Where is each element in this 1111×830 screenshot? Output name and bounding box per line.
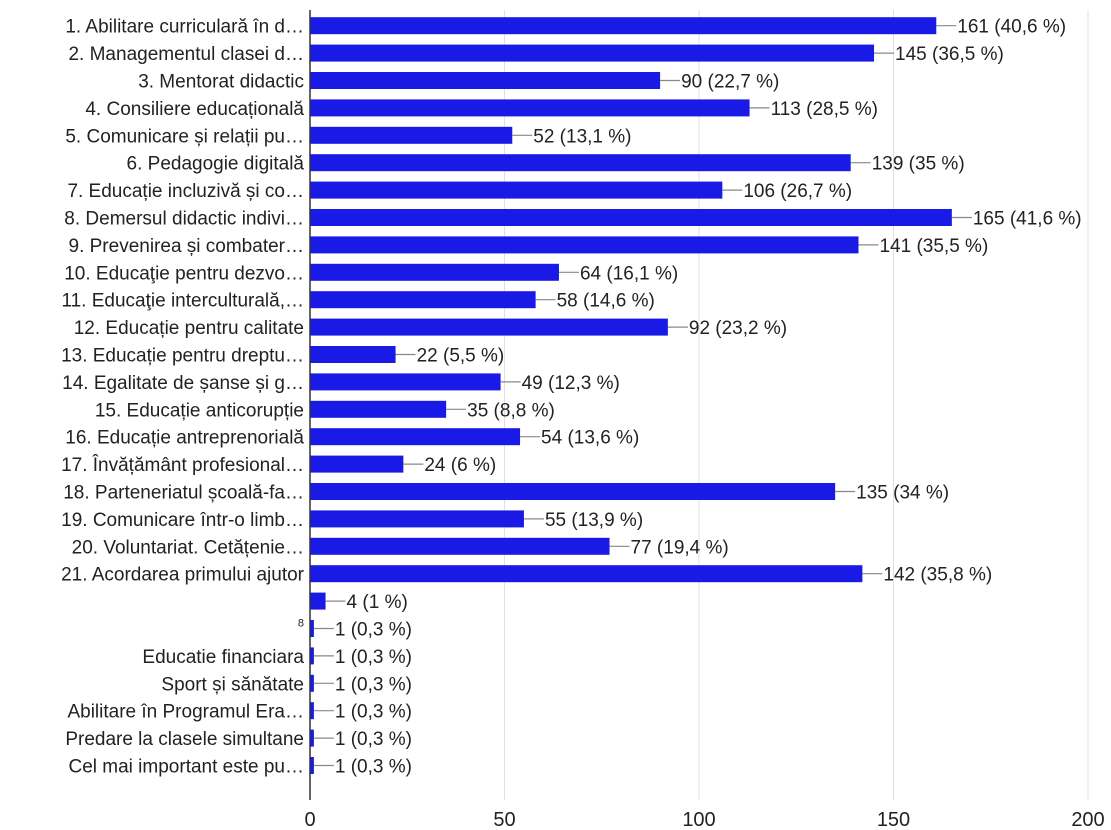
data-label: 49 (12,3 %) bbox=[522, 373, 620, 394]
data-label: 142 (35,8 %) bbox=[883, 565, 992, 586]
category-label: 16. Educație antreprenorială bbox=[65, 428, 304, 449]
bar bbox=[310, 565, 863, 583]
category-label: 5. Comunicare și relații pu… bbox=[65, 126, 304, 147]
data-label: 90 (22,7 %) bbox=[681, 72, 779, 93]
bar bbox=[310, 729, 314, 747]
bar bbox=[310, 455, 404, 473]
bar bbox=[310, 428, 521, 446]
category-label: 17. Învățământ profesional… bbox=[61, 454, 304, 476]
data-label: 113 (28,5 %) bbox=[771, 99, 878, 120]
bar bbox=[310, 510, 524, 528]
bar bbox=[310, 181, 723, 199]
data-label: 1 (0,3 %) bbox=[335, 674, 412, 695]
data-label: 139 (35 %) bbox=[872, 154, 965, 175]
bar bbox=[310, 647, 314, 665]
category-label: 19. Comunicare într-o limb… bbox=[61, 510, 304, 531]
bar bbox=[310, 400, 447, 418]
category-label: 13. Educație pentru dreptu… bbox=[61, 346, 304, 367]
category-label: 1. Abilitare curriculară în d… bbox=[65, 17, 304, 38]
bar bbox=[310, 44, 875, 62]
bar bbox=[310, 126, 513, 144]
bar bbox=[310, 291, 536, 309]
data-label: 52 (13,1 %) bbox=[533, 126, 631, 147]
bar bbox=[310, 757, 314, 774]
bar bbox=[310, 263, 559, 281]
data-label: 24 (6 %) bbox=[424, 455, 496, 476]
category-label: 3. Mentorat didactic bbox=[138, 72, 304, 93]
data-label: 22 (5,5 %) bbox=[417, 346, 505, 367]
bar bbox=[310, 236, 859, 254]
category-label: 6. Pedagogie digitală bbox=[127, 154, 305, 175]
bar bbox=[310, 318, 668, 336]
category-label: 15. Educație anticorupție bbox=[95, 400, 304, 421]
bar bbox=[310, 154, 851, 172]
data-label: 1 (0,3 %) bbox=[335, 757, 412, 778]
data-label: 165 (41,6 %) bbox=[973, 209, 1082, 230]
data-label: 1 (0,3 %) bbox=[335, 702, 412, 723]
data-label: 35 (8,8 %) bbox=[467, 400, 555, 421]
data-label: 77 (19,4 %) bbox=[631, 537, 729, 558]
category-label: 8 bbox=[298, 618, 304, 630]
data-label: 4 (1 %) bbox=[347, 592, 408, 613]
bar bbox=[310, 209, 952, 226]
bar bbox=[310, 346, 396, 363]
category-label: 9. Prevenirea și combater… bbox=[69, 236, 305, 257]
x-tick-label: 100 bbox=[682, 809, 715, 830]
category-label: 11. Educaţie interculturală,… bbox=[61, 291, 304, 312]
category-label: 7. Educație incluzivă și co… bbox=[67, 181, 304, 202]
bar bbox=[310, 620, 314, 637]
grid-layer bbox=[504, 10, 1089, 800]
category-label: Abilitare în Programul Era… bbox=[67, 702, 304, 723]
data-label: 1 (0,3 %) bbox=[335, 647, 412, 668]
bar bbox=[310, 674, 314, 692]
tick-layer: 0 50 100 150 200 bbox=[304, 10, 1105, 830]
category-label: Educatie financiara bbox=[142, 647, 304, 668]
data-label: 106 (26,7 %) bbox=[743, 181, 852, 202]
category-label: Cel mai important este pu… bbox=[69, 757, 305, 778]
category-label: 21. Acordarea primului ajutor bbox=[61, 565, 305, 586]
bar bbox=[310, 99, 750, 117]
bar bbox=[310, 592, 326, 610]
category-label: 20. Voluntariat. Cetățenie… bbox=[72, 537, 304, 558]
category-label: 8. Demersul didactic indivi… bbox=[64, 209, 304, 230]
data-label: 145 (36,5 %) bbox=[895, 44, 1004, 65]
category-label: 10. Educaţie pentru dezvo… bbox=[64, 263, 304, 284]
category-label: 2. Managementul clasei d… bbox=[68, 44, 304, 65]
bar bbox=[310, 537, 610, 555]
bar-layer bbox=[310, 17, 952, 774]
category-label: 4. Consiliere educațională bbox=[85, 99, 304, 120]
category-label: 18. Parteneriatul școală-fa… bbox=[63, 483, 304, 504]
category-label: Predare la clasele simultane bbox=[65, 729, 304, 750]
data-label: 161 (40,6 %) bbox=[957, 17, 1066, 38]
data-label: 141 (35,5 %) bbox=[879, 236, 988, 257]
data-label: 54 (13,6 %) bbox=[541, 428, 639, 449]
x-tick-label: 150 bbox=[877, 809, 910, 830]
category-label: Sport și sănătate bbox=[161, 674, 304, 695]
category-label: 14. Egalitate de șanse și g… bbox=[62, 373, 304, 394]
x-tick-label: 0 bbox=[304, 809, 315, 830]
data-label: 92 (23,2 %) bbox=[689, 318, 787, 339]
data-label: 135 (34 %) bbox=[856, 483, 949, 504]
data-label: 1 (0,3 %) bbox=[335, 729, 412, 750]
category-label: 12. Educație pentru calitate bbox=[74, 318, 304, 339]
data-label: 1 (0,3 %) bbox=[335, 620, 412, 641]
bar bbox=[310, 373, 501, 391]
data-label: 55 (13,9 %) bbox=[545, 510, 643, 531]
label-layer: 1. Abilitare curriculară în d… 161 (40,6 … bbox=[61, 17, 1082, 778]
bar bbox=[310, 702, 314, 720]
x-tick-label: 200 bbox=[1071, 809, 1104, 830]
x-tick-label: 50 bbox=[493, 809, 515, 830]
bar bbox=[310, 17, 937, 35]
bar bbox=[310, 72, 661, 89]
bar bbox=[310, 483, 836, 500]
data-label: 64 (16,1 %) bbox=[580, 263, 678, 284]
data-label: 58 (14,6 %) bbox=[557, 291, 655, 312]
